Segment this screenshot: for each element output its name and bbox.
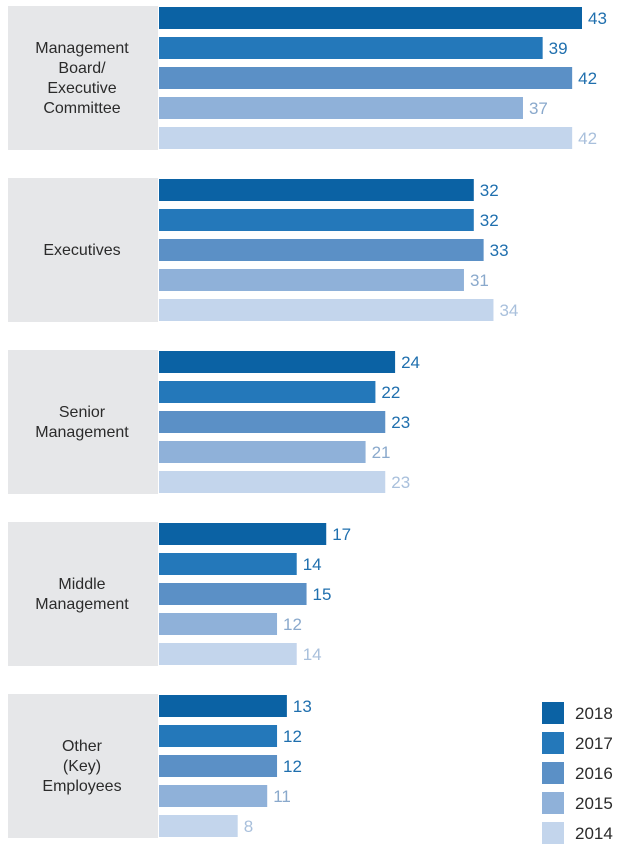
bar <box>159 411 386 433</box>
category-label: Management Board/Executive Committee <box>35 40 129 117</box>
data-label: 32 <box>480 211 499 230</box>
category-panel <box>8 350 158 494</box>
legend-label: 2014 <box>575 824 613 843</box>
legend-swatch <box>542 762 564 784</box>
data-label: 37 <box>529 99 548 118</box>
data-label: 39 <box>549 39 568 58</box>
data-label: 31 <box>470 271 489 290</box>
bar <box>159 583 307 605</box>
legend-swatch <box>542 702 564 724</box>
data-label: 22 <box>381 383 400 402</box>
data-label: 23 <box>391 413 410 432</box>
data-label: 24 <box>401 353 420 372</box>
data-label: 21 <box>372 443 391 462</box>
data-label: 8 <box>244 817 253 836</box>
bar <box>159 643 297 665</box>
data-label: 42 <box>578 69 597 88</box>
category-label-line: Senior <box>59 404 106 421</box>
bar <box>159 785 268 807</box>
legend-label: 2018 <box>575 704 613 723</box>
data-label: 14 <box>303 555 322 574</box>
bar <box>159 179 474 201</box>
category-label-line: Executive <box>47 80 116 97</box>
category-label-line: Other <box>62 738 103 755</box>
category-label-line: Middle <box>58 576 105 593</box>
category-label-line: Management <box>35 596 129 613</box>
data-label: 12 <box>283 615 302 634</box>
category-label-line: Executives <box>43 242 120 259</box>
bar <box>159 725 278 747</box>
data-label: 34 <box>499 301 518 320</box>
data-label: 32 <box>480 181 499 200</box>
data-label: 14 <box>303 645 322 664</box>
data-label: 12 <box>283 727 302 746</box>
legend-swatch <box>542 792 564 814</box>
data-label: 15 <box>313 585 332 604</box>
category-panel <box>8 178 158 322</box>
legend-swatch <box>542 732 564 754</box>
legend: 2018 2017 2016 2015 2014 <box>542 702 613 844</box>
data-label: 43 <box>588 9 607 28</box>
bar <box>159 471 386 493</box>
bar <box>159 613 278 635</box>
category-label-line: Committee <box>43 100 120 117</box>
data-label: 17 <box>332 525 351 544</box>
category-label-line: Employees <box>42 778 121 795</box>
data-label: 13 <box>293 697 312 716</box>
category-label-line: (Key) <box>63 758 101 775</box>
category-label: Other (Key) Employees <box>42 738 121 795</box>
category-group: Other (Key) Employees 13 12 12 11 8 <box>8 694 312 838</box>
category-label-line: Management <box>35 424 129 441</box>
bar <box>159 381 376 403</box>
bar <box>159 127 573 149</box>
bar <box>159 299 494 321</box>
category-panel <box>8 694 158 838</box>
bar <box>159 209 474 231</box>
bar <box>159 815 238 837</box>
data-label: 33 <box>490 241 509 260</box>
bar <box>159 351 396 373</box>
bar <box>159 97 523 119</box>
category-panel <box>8 522 158 666</box>
category-panel <box>8 6 158 150</box>
bar <box>159 523 327 545</box>
bar <box>159 553 297 575</box>
legend-label: 2015 <box>575 794 613 813</box>
category-label-line: Board/ <box>58 60 106 77</box>
bar <box>159 269 464 291</box>
data-label: 23 <box>391 473 410 492</box>
legend-label: 2016 <box>575 764 613 783</box>
legend-label: 2017 <box>575 734 613 753</box>
category-label: Executives <box>43 242 120 259</box>
bar <box>159 755 278 777</box>
category-label-line: Management <box>35 40 129 57</box>
bar <box>159 239 484 261</box>
category-label: Middle Management <box>35 576 129 613</box>
data-label: 12 <box>283 757 302 776</box>
category-group: Management Board/Executive Committee 43 39 42… <box>8 6 607 150</box>
bar <box>159 37 543 59</box>
bar <box>159 695 287 717</box>
category-label: Senior Management <box>35 404 129 441</box>
data-label: 42 <box>578 129 597 148</box>
bar <box>159 7 582 29</box>
bar <box>159 441 366 463</box>
legend-swatch <box>542 822 564 844</box>
data-label: 11 <box>273 787 291 806</box>
bar <box>159 67 573 89</box>
